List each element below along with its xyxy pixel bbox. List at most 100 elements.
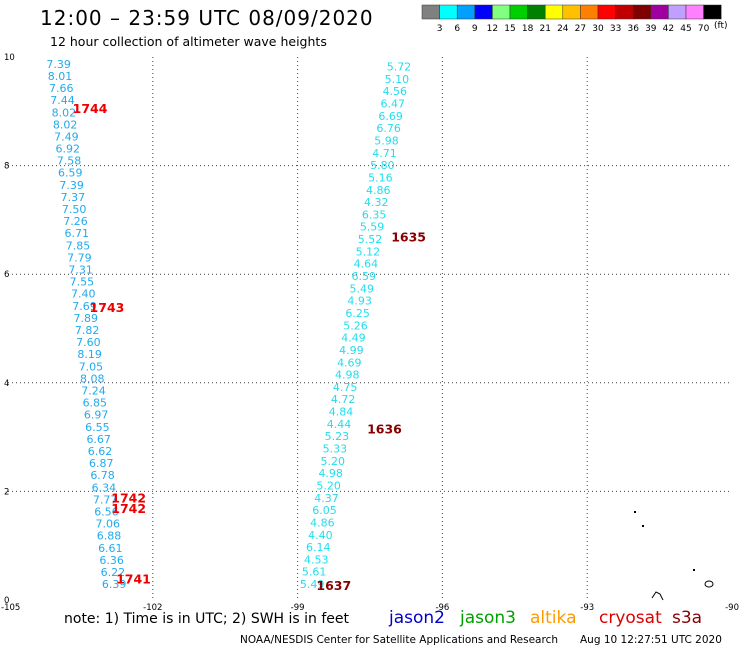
wave-height-label: 4.75: [333, 381, 358, 394]
color-scale: 3 6 9 12 15 18 21 24 27 30 33 36 39 42 45 70: [421, 4, 722, 34]
wave-height-label: 5.26: [343, 319, 368, 332]
scale-swatch: [456, 4, 476, 20]
footer-timestamp: Aug 10 12:27:51 UTC 2020: [580, 634, 722, 646]
island-dot: [693, 569, 695, 571]
wave-height-label: 7.55: [70, 276, 95, 289]
scale-swatch: [668, 4, 687, 20]
wave-height-label: 4.86: [366, 184, 391, 197]
wave-height-label: 6.39: [102, 578, 127, 591]
scale-tick-label: 45: [680, 24, 691, 34]
wave-height-label: 6.62: [88, 445, 113, 458]
grid-lines: [8, 57, 732, 600]
y-tick-label: 4: [4, 379, 9, 389]
time-label: 1635: [391, 230, 426, 245]
wave-height-label: 6.36: [99, 554, 124, 567]
wave-height-label: 4.98: [335, 369, 360, 382]
wave-height-label: 7.60: [76, 336, 101, 349]
wave-height-label: 7.79: [67, 251, 92, 264]
footer-credit: NOAA/NESDIS Center for Satellite Applica…: [240, 634, 558, 646]
x-tick-label: -102: [143, 603, 162, 613]
scale-tick-label: 36: [627, 24, 639, 34]
coast-fragment: [651, 591, 664, 601]
wave-height-label: 8.01: [48, 70, 73, 83]
scale-tick-label: 21: [539, 24, 550, 34]
wave-height-label: 5.10: [385, 73, 410, 86]
wave-height-label: 7.89: [74, 312, 99, 325]
wave-height-label: 7.40: [71, 288, 96, 301]
wave-height-label: 4.40: [308, 529, 333, 542]
legend-s3a: s3a: [672, 608, 703, 628]
wave-height-label: 4.44: [327, 418, 352, 431]
wave-height-label: 8.19: [77, 348, 102, 361]
scale-swatch: [703, 4, 722, 20]
wave-height-label: 4.86: [310, 516, 335, 529]
wave-height-label: 6.55: [85, 421, 110, 434]
scale-tick-label: 42: [663, 24, 674, 34]
scale-tick-label: 30: [592, 24, 604, 34]
wave-height-label: 7.37: [61, 191, 86, 204]
scale-swatch: [580, 4, 599, 20]
wave-height-label: 5.61: [302, 566, 327, 579]
scale-swatch: [439, 4, 458, 20]
time-label: 1636: [367, 421, 402, 436]
scale-tick-label: 24: [557, 24, 569, 34]
wave-height-label: 4.71: [372, 147, 397, 160]
wave-height-label: 4.99: [339, 344, 364, 357]
wave-height-label: 5.12: [356, 245, 381, 258]
wave-height-label: 6.61: [98, 542, 123, 555]
wave-height-label: 6.97: [84, 409, 109, 422]
wave-height-label: 4.56: [383, 85, 408, 98]
scale-swatch: [650, 4, 669, 20]
wave-height-label: 6.22: [101, 566, 126, 579]
wave-height-label: 5.23: [325, 430, 350, 443]
scale-tick-label: 18: [522, 24, 534, 34]
scale-tick-label: 9: [472, 24, 478, 34]
wave-height-label: 6.25: [345, 307, 370, 320]
wave-height-label: 6.14: [306, 541, 331, 554]
axis-ticks: -105 -102 -99 -96 -93 -90 0 2 4 6 8 10: [1, 53, 739, 613]
scale-swatch: [509, 4, 528, 20]
wave-height-label: 7.49: [54, 130, 79, 143]
scale-tick-label: 39: [645, 24, 657, 34]
scale-swatch: [597, 4, 616, 20]
wave-height-label: 5.59: [360, 221, 385, 234]
wave-height-label: 6.87: [89, 457, 114, 470]
scale-tick-label: 70: [698, 24, 710, 34]
wave-height-label: 4.37: [314, 492, 339, 505]
wave-height-label: 5.49: [300, 578, 325, 591]
island-outline: [704, 580, 714, 588]
wave-height-label: 6.05: [312, 504, 337, 517]
wave-height-label: 8.08: [80, 372, 105, 385]
wave-height-label: 7.26: [63, 215, 88, 228]
wave-height-label: 6.59: [58, 167, 83, 180]
wave-height-label: 5.49: [349, 282, 374, 295]
wave-height-label: 7.39: [59, 179, 84, 192]
scale-tick-label: 6: [454, 24, 460, 34]
wave-height-label: 6.69: [378, 110, 403, 123]
coastline-fragments: [634, 511, 714, 601]
wave-height-label: 5.80: [370, 159, 395, 172]
wave-height-label: 7.39: [46, 58, 71, 71]
wave-height-label: 5.33: [323, 443, 348, 456]
wave-height-label: 7.69: [72, 300, 97, 313]
wave-height-label: 7.06: [95, 518, 120, 531]
y-tick-label: 0: [4, 596, 9, 606]
wave-height-label: 7.58: [57, 155, 82, 168]
wave-height-label: 6.56: [94, 505, 119, 518]
y-tick-label: 6: [4, 270, 9, 280]
wave-height-label: 6.78: [90, 469, 115, 482]
island-dot: [634, 511, 636, 513]
time-label: 1637: [316, 578, 351, 593]
wave-height-label: 4.72: [331, 393, 356, 406]
wave-height-label: 7.85: [66, 239, 91, 252]
wave-height-label: 4.32: [364, 196, 389, 209]
y-tick-label: 2: [4, 487, 9, 497]
scale-swatch: [527, 4, 546, 20]
wave-height-label: 6.35: [362, 208, 387, 221]
wave-height-label: 7.77: [93, 493, 118, 506]
wave-height-label: 6.85: [83, 397, 108, 410]
wave-height-label: 6.67: [86, 433, 111, 446]
scale-tick-label: 3: [437, 24, 443, 34]
y-tick-label: 10: [4, 53, 15, 63]
wave-height-label: 4.64: [354, 258, 379, 271]
